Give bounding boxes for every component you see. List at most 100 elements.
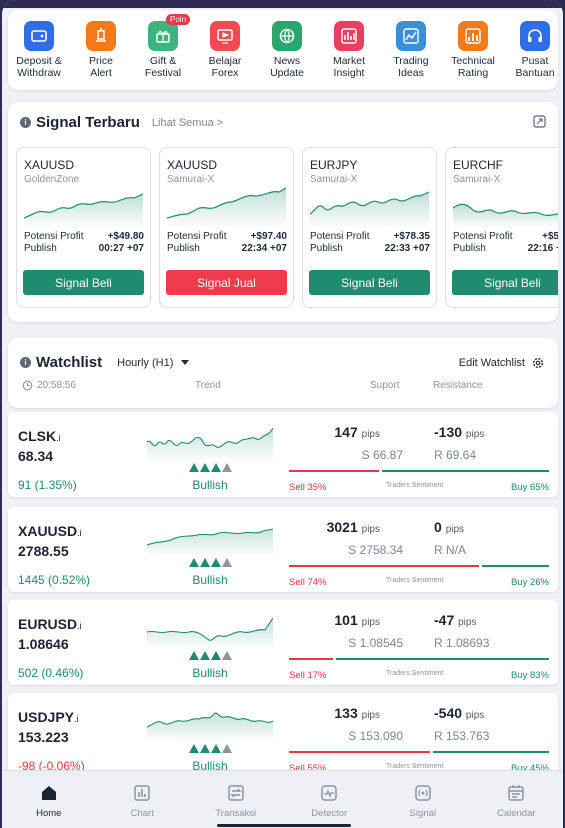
- menu-item-rating[interactable]: Technical Rating: [442, 21, 504, 79]
- menu-item-gift[interactable]: Poin Gift & Festival: [132, 14, 194, 79]
- nav-label: Chart: [130, 808, 154, 819]
- pips-label: pips: [445, 524, 465, 535]
- row-symbol-suffix: .i: [77, 621, 82, 631]
- signal-publish-row: Publish 22:16 +07: [453, 243, 558, 254]
- row-support-pips: 133 pips: [334, 705, 380, 721]
- signal-profit-row: Potensi Profit +$78.35: [310, 231, 430, 242]
- nav-label: Calendar: [496, 808, 536, 819]
- signal-buy-button[interactable]: Signal Beli: [23, 270, 144, 295]
- watchlist-row[interactable]: USDJPY.i 153.223 -98 (-0.06%) Bullish 133 pi…: [8, 693, 558, 778]
- sentiment-buy-label: Buy 45%: [510, 763, 549, 774]
- signal-publish-label: Publish: [310, 243, 343, 254]
- row-symbol: XAUUSD.i: [18, 523, 82, 539]
- trend-strength-icon: [189, 744, 232, 753]
- row-support-pips: 101 pips: [334, 612, 380, 628]
- signal-section: i Signal Terbaru Lihat Semua > XAUUSD Gol…: [8, 102, 558, 322]
- gift-icon: [148, 21, 178, 51]
- row-support-pips: 147 pips: [334, 424, 380, 440]
- menu-item-video[interactable]: Belajar Forex: [194, 21, 256, 79]
- nav-label: Signal: [409, 808, 436, 819]
- nav-item-signal[interactable]: Signal: [376, 771, 470, 828]
- signal-publish-time: 22:16 +07: [527, 243, 558, 254]
- signal-symbol: XAUUSD: [167, 158, 218, 172]
- signal-profit-label: Potensi Profit: [310, 231, 370, 242]
- row-change: 91 (1.35%): [18, 478, 77, 492]
- signal-sparkline: [24, 193, 143, 228]
- nav-item-chart[interactable]: Chart: [96, 771, 190, 828]
- signal-card[interactable]: XAUUSD GoldenZone Potensi Profit +$49.80 Pub…: [16, 147, 151, 308]
- signal-buy-button[interactable]: Signal Beli: [452, 270, 558, 295]
- edit-watchlist-button[interactable]: Edit Watchlist: [459, 357, 544, 369]
- trend-strength-icon: [189, 651, 232, 660]
- menu-item-ideas[interactable]: Trading Ideas: [380, 21, 442, 79]
- wallet-icon: [24, 21, 54, 51]
- row-price: 153.223: [18, 729, 69, 745]
- signal-buy-button[interactable]: Signal Beli: [309, 270, 430, 295]
- nav-item-transaction[interactable]: Transaksi: [189, 771, 283, 828]
- menu-item-insight[interactable]: Market Insight: [318, 21, 380, 79]
- gear-icon: [532, 357, 544, 369]
- signal-sell-button[interactable]: Signal Jual: [166, 270, 287, 295]
- insight-icon: [334, 21, 364, 51]
- info-icon[interactable]: i: [20, 117, 31, 128]
- row-trend: Bullish: [192, 478, 228, 492]
- ideas-icon: [396, 21, 426, 51]
- signal-publish-row: Publish 00:27 +07: [24, 243, 144, 254]
- sentiment-sell-label: Sell 74%: [289, 577, 327, 588]
- row-symbol-suffix: .i: [56, 433, 61, 443]
- row-resistance-pips: -540 pips: [434, 705, 484, 721]
- row-resistance-value: R 153.763: [434, 729, 490, 743]
- signal-profit-value: +$97.40: [250, 231, 287, 242]
- column-trend: Trend: [195, 380, 221, 391]
- row-symbol: EURUSD.i: [18, 616, 82, 632]
- signal-publish-time: 22:34 +07: [241, 243, 287, 254]
- menu-item-wallet[interactable]: Deposit & Withdraw: [8, 21, 70, 79]
- timeframe-dropdown[interactable]: Hourly (H1): [117, 357, 190, 369]
- points-badge: Poin: [166, 14, 191, 25]
- signal-source: Samurai-X: [167, 174, 215, 185]
- nav-item-calendar[interactable]: Calendar: [470, 771, 564, 828]
- signal-source: GoldenZone: [24, 174, 80, 185]
- support-pips-value: 133: [334, 705, 358, 721]
- signal-card[interactable]: XAUUSD Samurai-X Potensi Profit +$97.40 Publ…: [159, 147, 294, 308]
- signal-card[interactable]: EURJPY Samurai-X Potensi Profit +$78.35 Publ…: [302, 147, 437, 308]
- row-trend: Bullish: [192, 573, 228, 587]
- row-resistance-pips: 0 pips: [434, 519, 464, 535]
- support-pips-value: 147: [334, 424, 358, 440]
- row-support-value: S 1.08545: [348, 636, 403, 650]
- info-icon[interactable]: i: [20, 357, 31, 368]
- nav-item-home[interactable]: Home: [2, 771, 96, 828]
- sentiment-buy-bar: [382, 470, 549, 472]
- row-resistance-value: R N/A: [434, 543, 467, 557]
- watchlist-row[interactable]: XAUUSD.i 2788.55 1445 (0.52%) Bullish 3021 p…: [8, 507, 558, 592]
- row-support-value: S 2758.34: [348, 543, 403, 557]
- watchlist-row[interactable]: EURUSD.i 1.08646 502 (0.46%) Bullish 101 pip…: [8, 600, 558, 685]
- menu-item-headset[interactable]: Pusat Bantuan: [504, 21, 558, 79]
- sentiment-buy-label: Buy 83%: [510, 670, 549, 681]
- signal-publish-row: Publish 22:33 +07: [310, 243, 430, 254]
- resistance-pips-value: -47: [434, 612, 455, 628]
- sentiment-sell-bar: [289, 658, 333, 660]
- row-symbol-name: XAUUSD: [18, 523, 78, 539]
- see-all-link[interactable]: Lihat Semua >: [151, 116, 224, 129]
- signal-publish-time: 00:27 +07: [98, 243, 144, 254]
- menu-item-alert[interactable]: Price Alert: [70, 21, 132, 79]
- signal-title: Signal Terbaru: [36, 114, 140, 131]
- signal-publish-label: Publish: [24, 243, 57, 254]
- pips-label: pips: [465, 710, 485, 721]
- menu-item-label: News Update: [270, 55, 304, 79]
- menu-item-label: Belajar Forex: [208, 55, 242, 79]
- signal-symbol: XAUUSD: [24, 158, 75, 172]
- watchlist-row[interactable]: CLSK.i 68.34 91 (1.35%) Bullish 147 pips -130…: [8, 412, 558, 497]
- pips-label: pips: [361, 710, 380, 721]
- pips-label: pips: [361, 429, 380, 440]
- sentiment-caption: Traders Sentiment: [386, 763, 444, 770]
- headset-icon: [520, 21, 550, 51]
- nav-item-detector[interactable]: Detector: [283, 771, 377, 828]
- expand-icon[interactable]: [533, 115, 546, 128]
- pips-label: pips: [361, 524, 380, 535]
- watchlist-header: i Watchlist Hourly (H1) Edit Watchlist 2…: [8, 338, 558, 408]
- menu-item-globe[interactable]: News Update: [256, 21, 318, 79]
- signal-publish-time: 22:33 +07: [384, 243, 430, 254]
